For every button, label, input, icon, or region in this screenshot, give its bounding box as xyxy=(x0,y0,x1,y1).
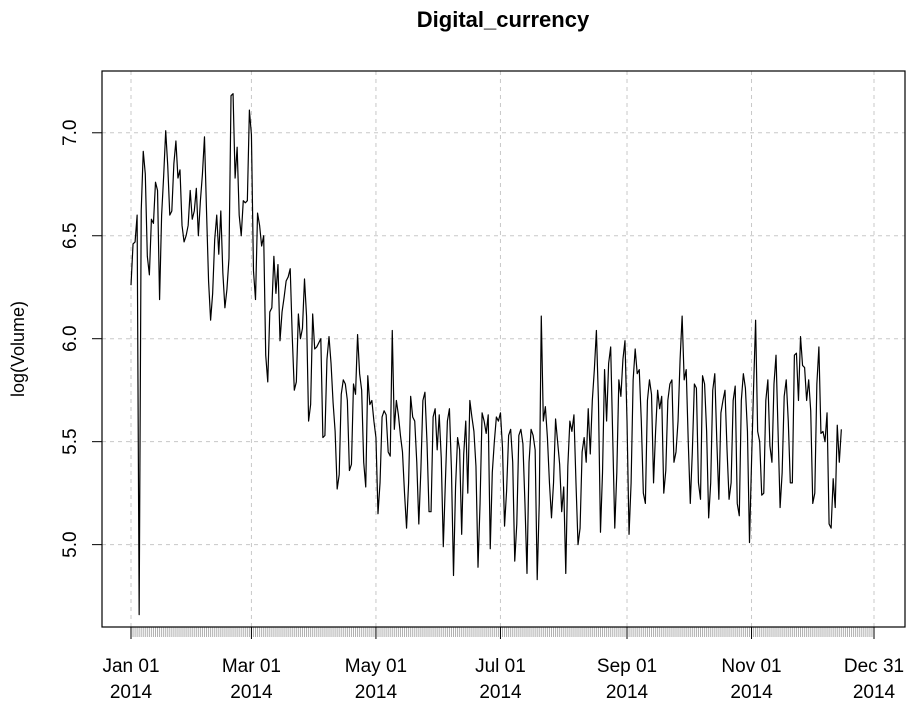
x-minor-tick-marks xyxy=(130,627,875,637)
y-tick-label: 5.0 xyxy=(60,531,81,557)
x-tick-label-year: 2014 xyxy=(853,682,896,703)
x-minor-ticks xyxy=(130,627,875,637)
x-tick-label-year: 2014 xyxy=(355,682,398,703)
x-tick-label: Dec 31 xyxy=(844,656,904,677)
x-tick-label: Jul 01 xyxy=(475,656,526,677)
x-tick-label: Jan 01 xyxy=(102,656,159,677)
grid-lines xyxy=(102,71,905,627)
x-tick-label-year: 2014 xyxy=(230,682,273,703)
chart-title: Digital_currency xyxy=(417,7,590,32)
y-axis: 5.0 5.5 6.0 6.5 7.0 xyxy=(60,120,102,558)
x-tick-label: Mar 01 xyxy=(222,656,281,677)
x-axis: Jan 01 2014 Mar 01 2014 May 01 2014 Jul 01 2014… xyxy=(102,627,904,703)
series-layer xyxy=(130,93,842,616)
x-tick-label: Sep 01 xyxy=(597,656,657,677)
x-tick-label-year: 2014 xyxy=(110,682,153,703)
x-tick-label: Nov 01 xyxy=(721,656,781,677)
x-tick-label-year: 2014 xyxy=(606,682,649,703)
plot-frame xyxy=(101,70,906,628)
x-tick-label-year: 2014 xyxy=(479,682,522,703)
y-axis-label: log(Volume) xyxy=(8,301,28,397)
x-tick-label: May 01 xyxy=(345,656,407,677)
x-tick-label-year: 2014 xyxy=(730,682,773,703)
y-tick-label: 5.5 xyxy=(60,428,81,454)
y-tick-label: 6.5 xyxy=(60,223,81,249)
series-line xyxy=(130,93,842,616)
y-tick-label: 6.0 xyxy=(60,325,81,351)
y-tick-label: 7.0 xyxy=(60,120,81,146)
